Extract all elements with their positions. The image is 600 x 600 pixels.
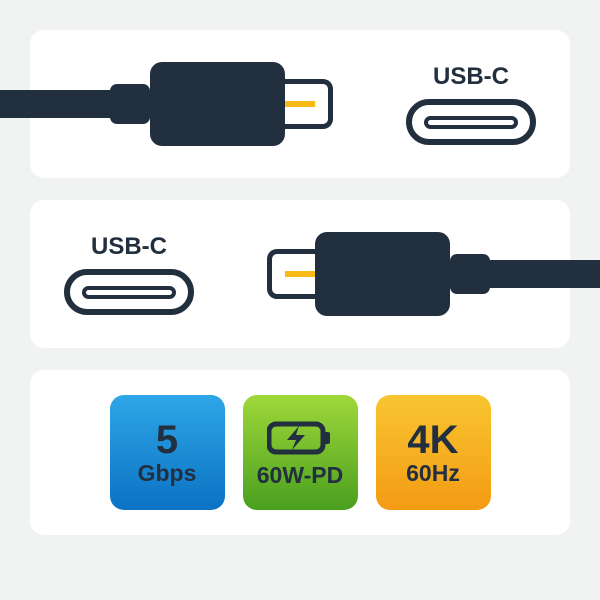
badge-unit: Gbps [138,461,197,485]
badge-video: 4K 60Hz [376,395,491,510]
plug-tip-contact [285,271,315,277]
badge-value: 5 [156,419,178,461]
strain-relief [450,254,490,294]
plug-tip [285,79,333,129]
usbc-port-block-right: USB-C [406,63,536,145]
port-label: USB-C [64,233,194,261]
plug-tip [267,249,315,299]
badge-unit: 60W-PD [257,463,343,487]
panel-cable-left: USB-C [30,30,570,178]
strain-relief [110,84,150,124]
usbc-port-icon [406,99,536,145]
plug-tip-contact [285,101,315,107]
usbc-port-slot [82,286,176,299]
plug-body [150,62,285,146]
usbc-port-slot [424,116,518,129]
plug-body [315,232,450,316]
battery-bolt-icon [267,417,333,459]
badge-row: 5 Gbps 60W-PD 4K 60Hz [110,395,491,510]
panel-cable-right: USB-C [30,200,570,348]
badge-power: 60W-PD [243,395,358,510]
port-label: USB-C [406,63,536,91]
badge-speed: 5 Gbps [110,395,225,510]
cable-connector-left [0,62,333,146]
cable-cord [0,90,110,118]
usbc-port-block-left: USB-C [64,233,194,315]
badge-value: 4K [407,419,458,461]
cable-cord [490,260,600,288]
panel-badges: 5 Gbps 60W-PD 4K 60Hz [30,370,570,535]
usbc-port-icon [64,269,194,315]
badge-unit: 60Hz [406,461,460,485]
cable-connector-right [267,232,600,316]
